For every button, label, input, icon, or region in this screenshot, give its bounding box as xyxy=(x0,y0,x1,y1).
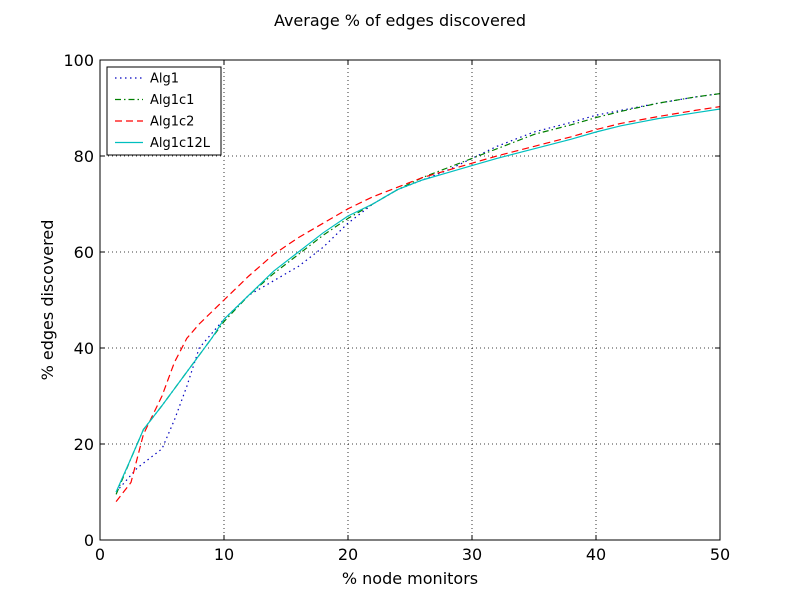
y-tick-label: 100 xyxy=(63,51,94,70)
x-tick-label: 20 xyxy=(338,545,358,564)
y-tick-label: 80 xyxy=(74,147,94,166)
series-line-alg1 xyxy=(115,93,721,493)
legend-label-alg1: Alg1 xyxy=(150,72,179,87)
x-tick-label: 0 xyxy=(95,545,105,564)
x-tick-label: 10 xyxy=(214,545,234,564)
x-tick-label: 30 xyxy=(462,545,482,564)
legend-box xyxy=(106,66,222,156)
x-tick-label: 50 xyxy=(710,545,730,564)
legend-label-alg1c1: Alg1c1 xyxy=(150,93,194,108)
legend-label-alg1c2: Alg1c2 xyxy=(150,115,194,130)
series-line-alg1c2 xyxy=(115,106,721,502)
grid xyxy=(100,60,720,540)
series-lines xyxy=(115,93,721,502)
y-axis-label: % edges discovered xyxy=(38,220,57,381)
series-line-alg1c1 xyxy=(115,93,721,495)
plot-frame xyxy=(99,59,721,541)
legend-label-alg1c12l: Alg1c12L xyxy=(150,136,211,151)
y-tick-label: 0 xyxy=(84,531,94,550)
series-line-alg1c12l xyxy=(115,108,721,493)
y-tick-label: 60 xyxy=(74,243,94,262)
x-axis-label: % node monitors xyxy=(342,569,478,588)
y-tick-label: 40 xyxy=(74,339,94,358)
x-tick-label: 40 xyxy=(586,545,606,564)
chart-title: Average % of edges discovered xyxy=(274,11,526,30)
legend: Alg1 Alg1c1 Alg1c2 Alg1c12L xyxy=(106,66,222,156)
y-tick-label: 20 xyxy=(74,435,94,454)
axis-ticks: 0 10 20 30 40 50 0 20 40 60 80 100 xyxy=(63,51,730,564)
